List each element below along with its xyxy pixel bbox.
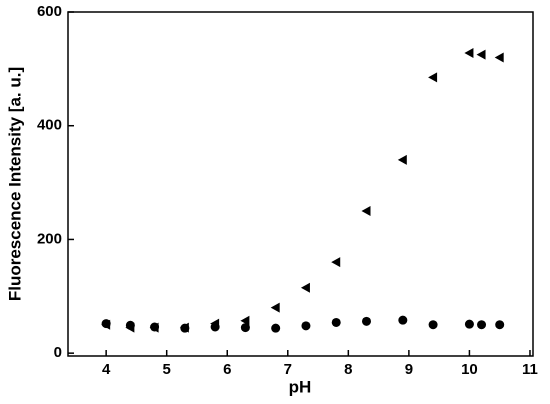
x-tick-label: 9	[405, 361, 413, 378]
point	[270, 302, 280, 313]
point	[331, 257, 341, 268]
x-tick-label: 11	[522, 361, 538, 378]
point	[398, 315, 408, 325]
x-tick-label: 8	[344, 361, 352, 378]
point	[331, 317, 341, 327]
point	[101, 319, 111, 329]
point	[464, 319, 474, 329]
point	[180, 323, 190, 333]
point	[477, 320, 487, 330]
point	[494, 52, 504, 63]
point	[210, 322, 220, 332]
point	[361, 206, 371, 217]
point	[300, 282, 310, 293]
point	[428, 72, 438, 83]
point	[464, 47, 474, 58]
point	[271, 323, 281, 333]
point	[240, 323, 250, 333]
point	[240, 315, 250, 326]
point	[476, 49, 486, 60]
y-tick-label: 0	[54, 344, 62, 361]
point	[361, 316, 371, 326]
point	[495, 320, 505, 330]
point	[150, 322, 160, 332]
x-tick-label: 4	[102, 361, 111, 378]
point	[428, 320, 438, 330]
y-tick-label: 400	[37, 117, 62, 134]
x-tick-label: 6	[223, 361, 231, 378]
x-axis-label: pH	[289, 377, 312, 396]
x-tick-label: 5	[163, 361, 171, 378]
point	[301, 321, 311, 331]
point	[397, 154, 407, 165]
y-tick-label: 200	[37, 230, 62, 247]
y-axis-label: Fluorescence Intensity [a. u.]	[5, 67, 24, 301]
y-tick-label: 600	[37, 3, 62, 20]
x-tick-label: 7	[284, 361, 292, 378]
x-tick-label: 10	[461, 361, 478, 378]
point	[125, 320, 135, 330]
plot-frame	[67, 11, 534, 357]
